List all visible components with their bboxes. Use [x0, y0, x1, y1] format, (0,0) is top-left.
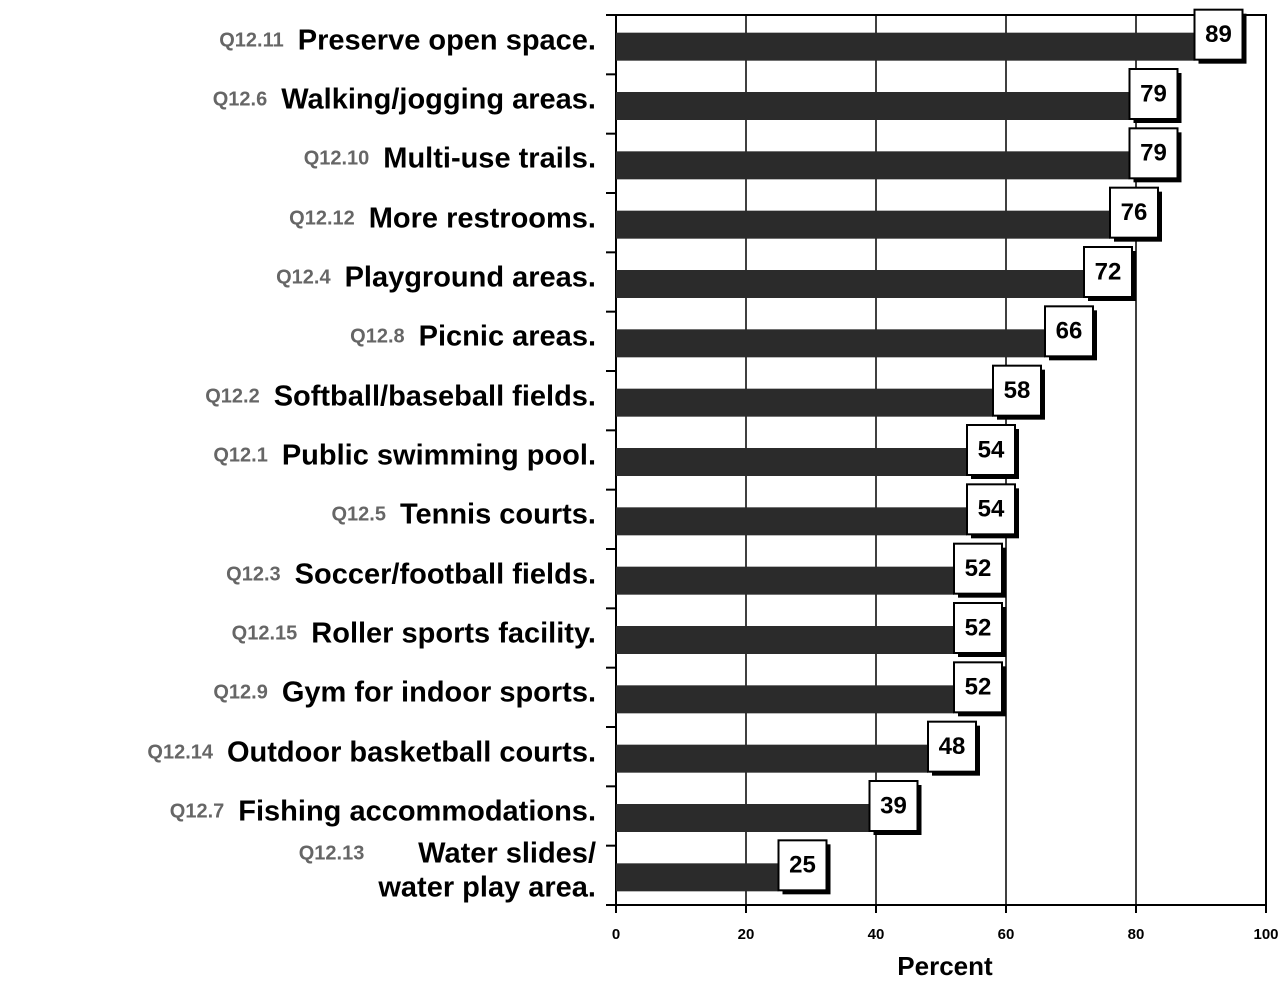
question-code: Q12.6: [212, 88, 268, 111]
value-label-box: [1109, 186, 1159, 239]
category-label: Q12.5 Tennis courts.: [331, 498, 596, 537]
category-label: Q12.4 Playground areas.: [276, 261, 596, 300]
x-tick-label: 40: [868, 926, 885, 943]
value-label: 66: [1056, 318, 1083, 345]
category-text: Picnic areas.: [418, 320, 596, 353]
question-code: Q12.4: [276, 266, 331, 289]
value-label: 54: [978, 496, 1005, 523]
category-label: Q12.12 More restrooms.: [289, 201, 596, 240]
bar: [616, 210, 1110, 239]
bar: [616, 744, 928, 773]
value-label-box: [1193, 8, 1244, 61]
x-tick-label: 100: [1253, 926, 1278, 943]
value-label-box: [868, 780, 919, 832]
value-label: 79: [1140, 80, 1167, 107]
value-label: 79: [1140, 140, 1167, 167]
bar: [616, 863, 779, 892]
value-label: 52: [965, 614, 992, 641]
question-code: Q12.1: [213, 444, 268, 467]
question-code: Q12.12: [289, 207, 355, 230]
question-code: Q12.3: [226, 563, 281, 586]
bar: [616, 804, 870, 832]
bar: [616, 448, 967, 476]
x-tick-label: 20: [738, 926, 755, 943]
value-label-box: [966, 424, 1016, 476]
value-label: 52: [965, 674, 992, 701]
value-label: 52: [965, 555, 992, 582]
bar: [616, 388, 993, 417]
category-label: Q12.2 Softball/baseball fields.: [205, 379, 596, 418]
question-code: Q12.8: [350, 325, 405, 348]
value-label: 58: [1004, 377, 1031, 404]
question-code: Q12.13: [298, 842, 365, 865]
value-label-box: [953, 602, 1003, 654]
question-code: Q12.14: [147, 741, 213, 764]
value-label: 72: [1095, 258, 1122, 285]
value-label-box: [953, 661, 1003, 714]
bar: [616, 32, 1195, 61]
value-label-box: [927, 720, 977, 773]
category-text: More restrooms.: [368, 202, 596, 235]
bar: [616, 270, 1084, 298]
bar: [616, 151, 1130, 180]
x-tick-label: 80: [1128, 926, 1145, 943]
bar: [616, 507, 967, 536]
value-label-box: [992, 364, 1042, 417]
x-tick-label: 0: [612, 926, 620, 943]
value-label: 48: [939, 733, 966, 760]
category-label: Q12.9 Gym for indoor sports.: [213, 676, 596, 715]
category-label: Q12.6 Walking/jogging areas.: [213, 83, 596, 122]
question-code: Q12.2: [205, 385, 260, 408]
value-label-box: [1128, 127, 1179, 180]
x-tick-label: 60: [998, 926, 1015, 943]
category-text: Water slides/ water play area.: [378, 837, 596, 904]
category-label: Q12.1 Public swimming pool.: [213, 439, 596, 478]
category-text: Soccer/football fields.: [294, 558, 596, 591]
category-text: Multi-use trails.: [383, 142, 596, 175]
category-text: Outdoor basketball courts.: [227, 736, 596, 769]
category-text: Walking/jogging areas.: [281, 83, 596, 116]
category-label: Q12.10 Multi-use trails.: [304, 142, 596, 181]
value-label-box: [966, 483, 1016, 536]
category-label: Q12.15 Roller sports facility.: [232, 617, 596, 656]
question-code: Q12.10: [303, 147, 370, 170]
value-label: 39: [880, 792, 907, 819]
category-text: Roller sports facility.: [311, 617, 596, 650]
category-text: Gym for indoor sports.: [281, 676, 596, 709]
category-label: Q12.3 Soccer/football fields.: [226, 557, 596, 596]
value-label: 54: [978, 436, 1005, 463]
bar: [616, 92, 1130, 120]
bar: [616, 566, 954, 595]
value-label-box: [777, 839, 828, 892]
category-label: Q12.7 Fishing accommodations.: [170, 795, 596, 834]
question-code: Q12.7: [169, 800, 225, 823]
value-label: 25: [789, 852, 816, 879]
x-axis-label: Percent: [897, 951, 993, 981]
value-label-box: [953, 542, 1003, 595]
category-text: Softball/baseball fields.: [273, 380, 596, 413]
value-label-box: [1083, 246, 1133, 298]
category-text: Preserve open space.: [297, 24, 596, 57]
bar: [616, 685, 954, 714]
category-label: Q12.8 Picnic areas.: [350, 320, 596, 359]
category-label: Q12.13 Water slides/ water play area.: [299, 837, 596, 910]
question-code: Q12.15: [231, 622, 298, 645]
value-label: 89: [1205, 21, 1232, 48]
category-text: Playground areas.: [344, 261, 596, 294]
category-text: Tennis courts.: [399, 498, 596, 531]
category-label: Q12.14 Outdoor basketball courts.: [147, 735, 596, 774]
question-code: Q12.5: [331, 503, 386, 526]
category-label: Q12.11 Preserve open space.: [219, 23, 596, 62]
bar: [616, 626, 954, 654]
bar: [616, 329, 1045, 358]
category-text: Public swimming pool.: [281, 439, 596, 472]
value-label: 76: [1121, 199, 1148, 226]
question-code: Q12.11: [219, 29, 284, 52]
value-label-box: [1128, 68, 1179, 120]
value-label-box: [1044, 305, 1094, 358]
question-code: Q12.9: [213, 681, 268, 704]
category-text: Fishing accommodations.: [238, 795, 596, 828]
